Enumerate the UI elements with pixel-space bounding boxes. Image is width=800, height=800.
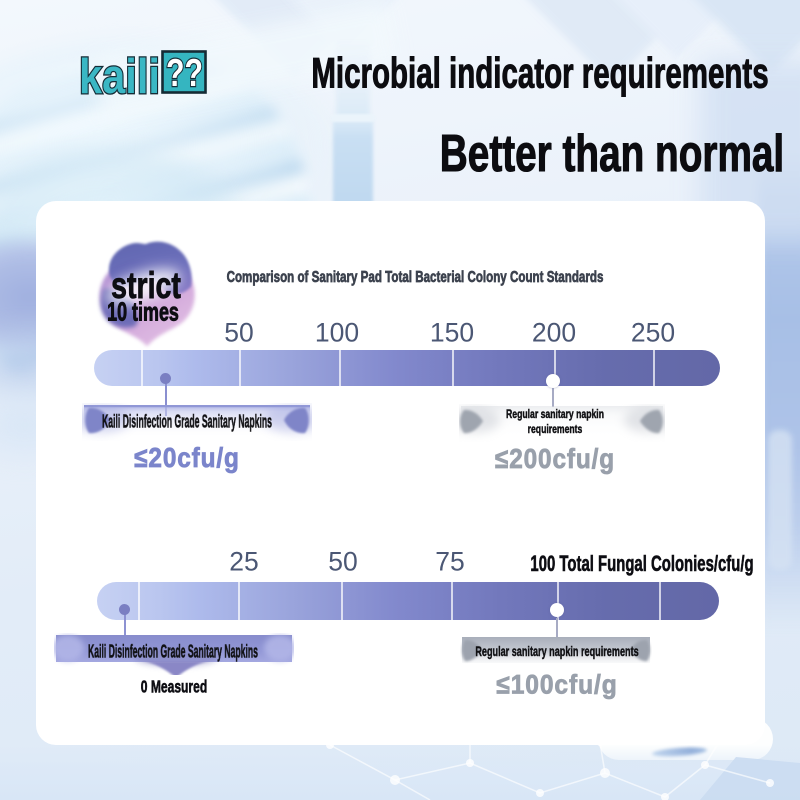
- svg-text:??: ??: [166, 52, 203, 95]
- svg-text:kaili: kaili: [79, 50, 160, 98]
